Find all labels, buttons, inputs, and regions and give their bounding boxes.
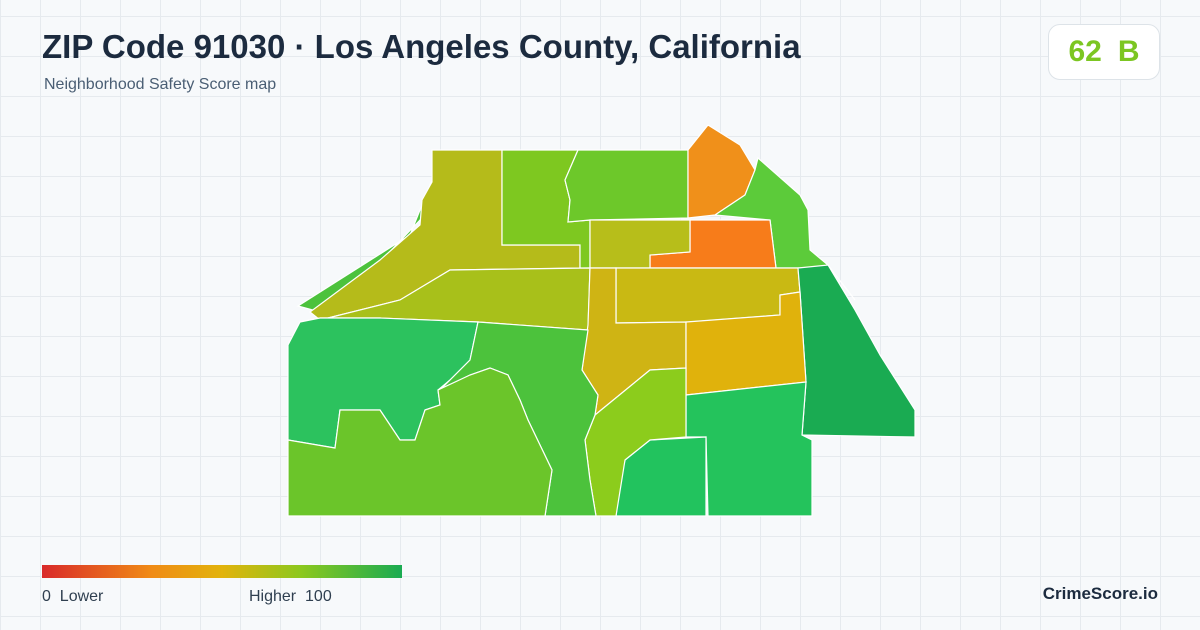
title: ZIP Code 91030 · Los Angeles County, Cal… xyxy=(42,28,801,65)
score-grade: B xyxy=(1117,35,1140,68)
legend-min: 0 Lower xyxy=(42,588,103,606)
region xyxy=(287,367,553,517)
legend-max-value: 100 xyxy=(305,588,332,605)
region xyxy=(615,267,801,324)
legend-min-label: Lower xyxy=(59,588,104,605)
score-value: 62 xyxy=(1068,35,1102,68)
legend-max-label: Higher xyxy=(249,588,297,605)
legend-min-value: 0 xyxy=(42,588,51,605)
region xyxy=(685,381,813,517)
subtitle: Neighborhood Safety Score map xyxy=(44,76,277,93)
brand: CrimeScore.io xyxy=(1042,584,1158,603)
region xyxy=(797,264,916,438)
region xyxy=(564,149,689,223)
score-badge: 62 B xyxy=(1048,24,1160,80)
legend-gradient xyxy=(42,565,402,578)
legend-max: Higher 100 xyxy=(249,588,332,606)
